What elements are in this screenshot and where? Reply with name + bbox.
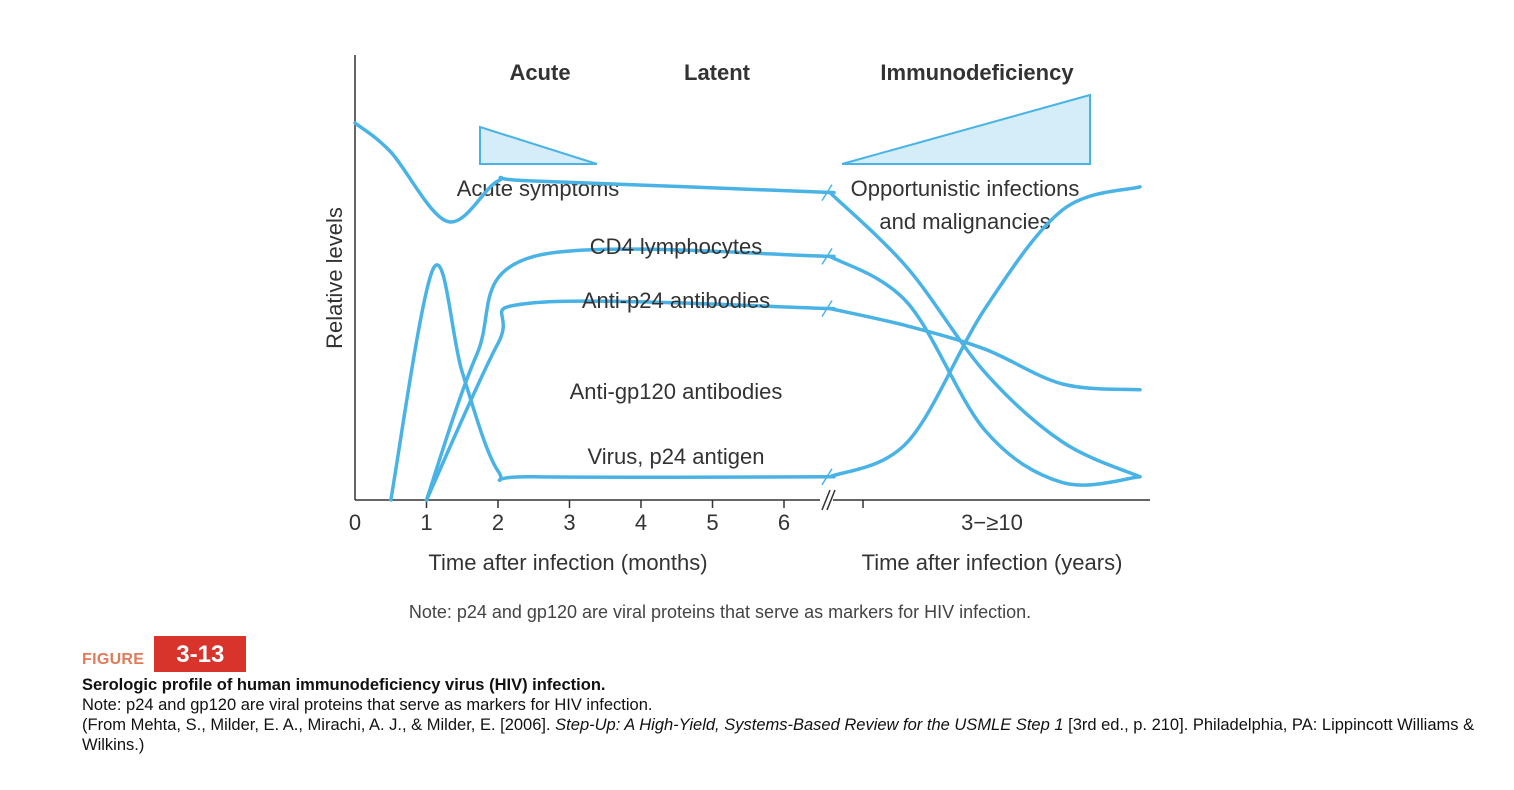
acute-symptoms-wedge (479, 125, 598, 165)
hiv-serology-chart: Acute Latent Immunodeficiency Acute symp… (322, 55, 1150, 622)
caption-title: Serologic profile of human immunodeficie… (82, 676, 606, 694)
caption-note: Note: p24 and gp120 are viral proteins t… (82, 696, 653, 714)
series-break-virus (821, 468, 833, 486)
series-line-p24-months (424, 247, 836, 502)
source-text-end: [3rd ed., p. 210]. Philadelphia, PA: Lip… (82, 716, 1475, 754)
x-axis-label-years: Time after infection (years) (862, 550, 1123, 575)
opportunistic-label-line2: and malignancies (879, 209, 1050, 234)
x-tick-label-years: 3−≥10 (961, 510, 1023, 535)
series-line-cd4-months (353, 121, 836, 224)
chart-note: Note: p24 and gp120 are viral proteins t… (409, 602, 1031, 622)
x-tick-label-month-6: 6 (778, 510, 790, 535)
opportunistic-label-line1: Opportunistic infections (851, 176, 1080, 201)
series-line-cd4-years (828, 190, 1142, 479)
y-axis-label: Relative levels (322, 207, 347, 349)
x-tick-label-month-3: 3 (563, 510, 575, 535)
x-tick-label-month-2: 2 (492, 510, 504, 535)
x-tick-label-month-0: 0 (349, 510, 361, 535)
x-axis-label-months: Time after infection (months) (428, 550, 707, 575)
figure-number-badge: 3-13 (154, 636, 247, 672)
series-label-gp120: Anti-gp120 antibodies (570, 379, 783, 404)
series-line-virus-years (828, 185, 1142, 479)
source-book-title: Step-Up: A High-Yield, Systems-Based Rev… (555, 716, 1064, 734)
opportunistic-infections-wedge (841, 93, 1091, 165)
series-line-gp120-months (424, 299, 836, 502)
x-tick-label-month-4: 4 (635, 510, 647, 535)
phase-label-immunodeficiency: Immunodeficiency (880, 60, 1074, 85)
axis-break-mark (821, 489, 831, 511)
figure-word: FIGURE (82, 651, 145, 668)
caption-source: (From Mehta, S., Milder, E. A., Mirachi,… (82, 715, 1482, 755)
axis-break-mark-2 (826, 489, 836, 511)
source-text-start: (From Mehta, S., Milder, E. A., Mirachi,… (82, 716, 556, 734)
figure-caption: FIGURE 3-13 Serologic profile of human i… (82, 636, 1482, 755)
series-line-p24-years (828, 254, 1142, 487)
series-break-gp120 (821, 300, 833, 317)
x-tick-label-month-1: 1 (420, 510, 432, 535)
series-label-p24: Anti-p24 antibodies (582, 288, 770, 313)
series-line-virus-months (389, 263, 836, 502)
series-break-p24 (821, 248, 833, 265)
series-line-gp120-years (828, 306, 1142, 392)
x-tick-label-month-5: 5 (706, 510, 718, 535)
series-label-cd4: CD4 lymphocytes (590, 234, 762, 259)
series-break-cd4 (821, 184, 833, 201)
phase-label-acute: Acute (509, 60, 570, 85)
phase-label-latent: Latent (684, 60, 751, 85)
series-label-virus: Virus, p24 antigen (588, 444, 765, 469)
figure-heading: FIGURE 3-13 (82, 636, 1482, 672)
